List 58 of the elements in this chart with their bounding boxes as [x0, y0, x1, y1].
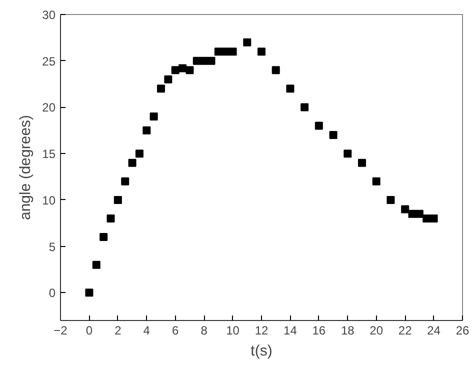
x-tick-label: 26	[456, 324, 470, 338]
point	[142, 126, 151, 134]
x-tick-label: 0	[86, 324, 93, 338]
x-tick-label: −2	[54, 324, 68, 338]
x-tick-label: 18	[340, 324, 355, 338]
point	[150, 112, 158, 120]
point	[164, 75, 172, 84]
x-tick-label: 10	[226, 324, 240, 338]
y-tick-label: 10	[42, 193, 56, 208]
x-tick-label: 16	[312, 324, 326, 338]
point	[121, 177, 130, 186]
x-axis-title: t(s)	[250, 342, 272, 360]
x-tick-label: 22	[398, 324, 412, 338]
point	[415, 210, 424, 218]
point	[128, 158, 136, 167]
y-tick-label: 25	[42, 54, 56, 68]
y-tick-label: 20	[42, 100, 56, 115]
point	[329, 131, 338, 140]
point	[178, 64, 187, 72]
x-tick-label: 2	[114, 324, 122, 338]
x-tick-label: 6	[172, 324, 180, 338]
point	[207, 56, 216, 65]
point	[286, 84, 294, 93]
point	[106, 214, 115, 222]
point	[272, 66, 280, 74]
point	[401, 205, 410, 214]
y-tick-label: 30	[42, 8, 56, 22]
x-tick-label: 8	[200, 324, 208, 338]
point	[100, 233, 108, 242]
y-tick-label: 15	[42, 147, 56, 162]
point	[200, 56, 208, 65]
point	[171, 66, 180, 74]
point	[386, 196, 395, 204]
point	[243, 38, 252, 46]
x-tick-label: 20	[370, 324, 384, 338]
point	[92, 260, 100, 269]
point	[358, 158, 366, 167]
point	[186, 66, 194, 74]
point	[135, 150, 144, 158]
point	[430, 214, 438, 222]
x-tick-label: 4	[143, 324, 150, 338]
point	[314, 122, 323, 130]
y-axis-title: angle (degrees)	[17, 114, 34, 220]
x-tick-label: 24	[427, 324, 441, 338]
y-tick-label: 0	[48, 286, 56, 300]
point	[85, 288, 94, 297]
point	[258, 48, 266, 56]
point	[300, 103, 309, 112]
point	[114, 196, 122, 204]
point	[157, 84, 165, 93]
y-tick-label: 5	[48, 240, 56, 254]
point	[228, 48, 237, 56]
point	[372, 177, 380, 186]
x-tick-label: 14	[284, 324, 298, 338]
x-tick-label: 12	[254, 324, 268, 338]
point	[222, 48, 230, 56]
point	[344, 150, 352, 158]
point	[422, 214, 431, 222]
